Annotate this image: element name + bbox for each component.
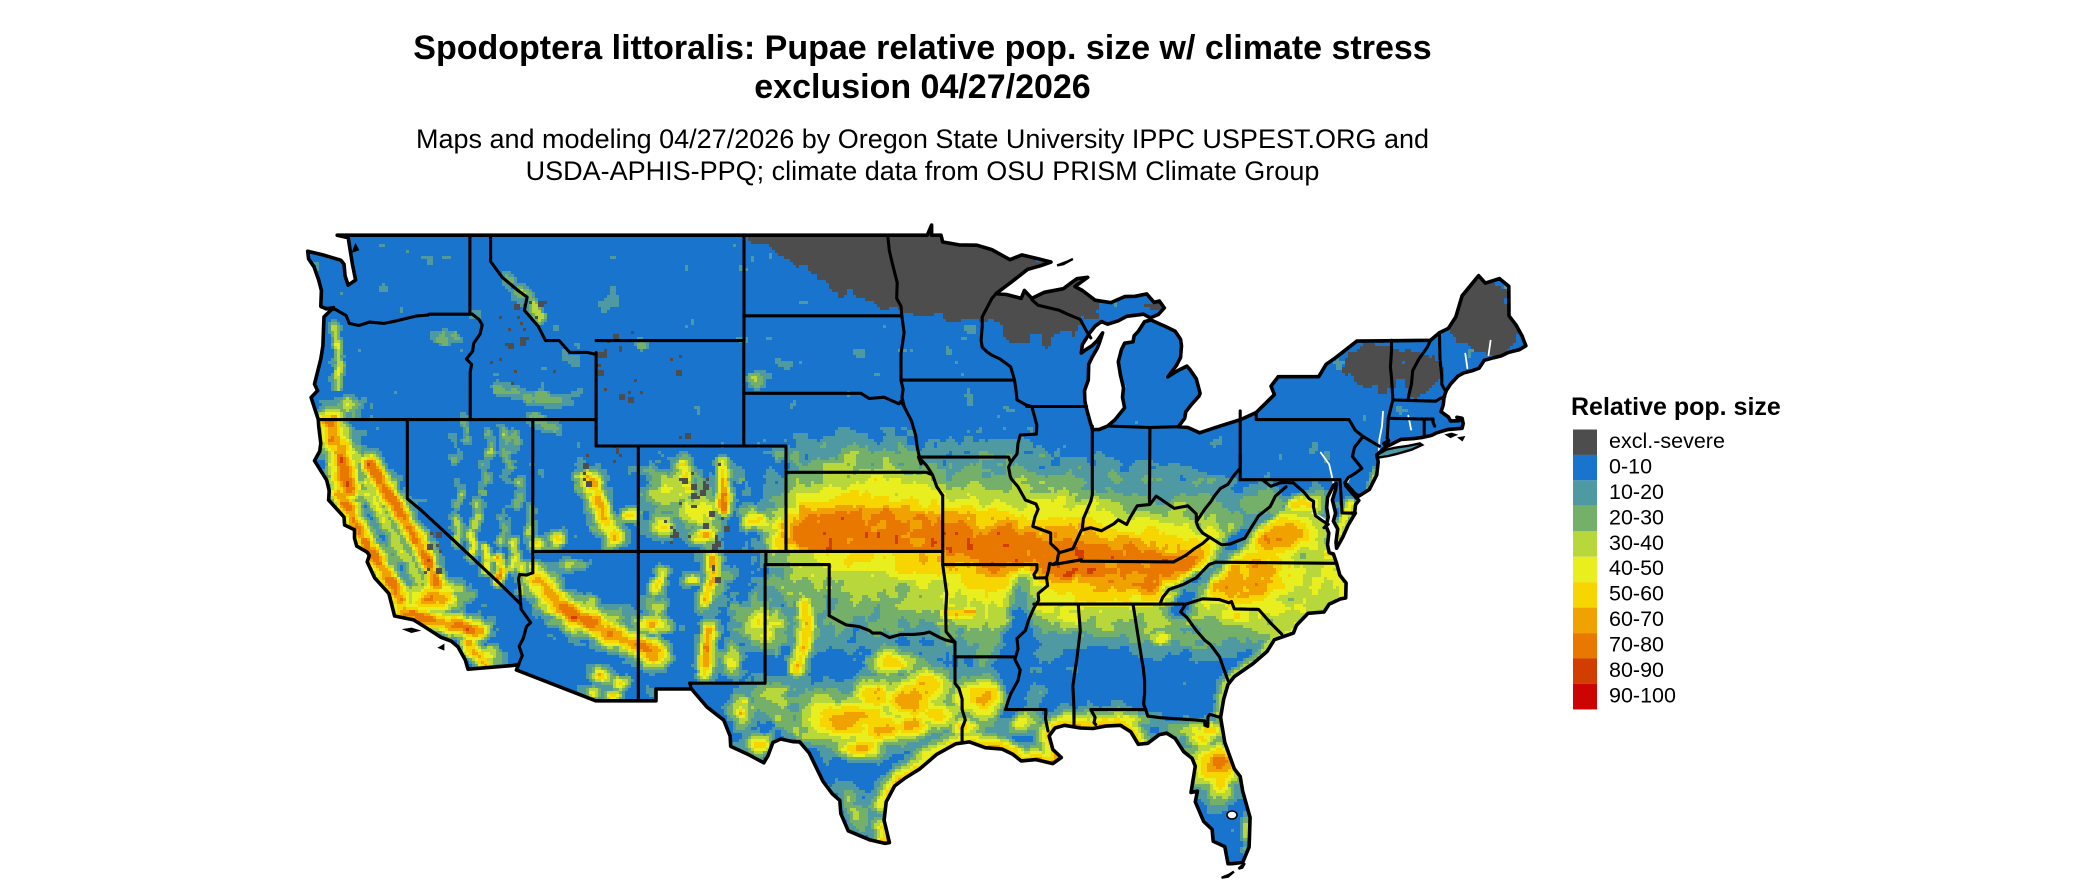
svg-text:10-20: 10-20	[1609, 480, 1664, 504]
svg-text:20-30: 20-30	[1609, 505, 1664, 529]
svg-text:40-50: 40-50	[1609, 556, 1664, 580]
svg-text:0-10: 0-10	[1609, 454, 1652, 478]
svg-text:80-90: 80-90	[1609, 658, 1664, 682]
svg-text:30-40: 30-40	[1609, 531, 1664, 555]
svg-text:Relative pop. size: Relative pop. size	[1571, 393, 1781, 421]
svg-text:70-80: 70-80	[1609, 633, 1664, 657]
svg-text:50-60: 50-60	[1609, 582, 1664, 606]
svg-text:excl.-severe: excl.-severe	[1609, 429, 1725, 453]
svg-text:90-100: 90-100	[1609, 684, 1676, 708]
svg-text:60-70: 60-70	[1609, 607, 1664, 631]
